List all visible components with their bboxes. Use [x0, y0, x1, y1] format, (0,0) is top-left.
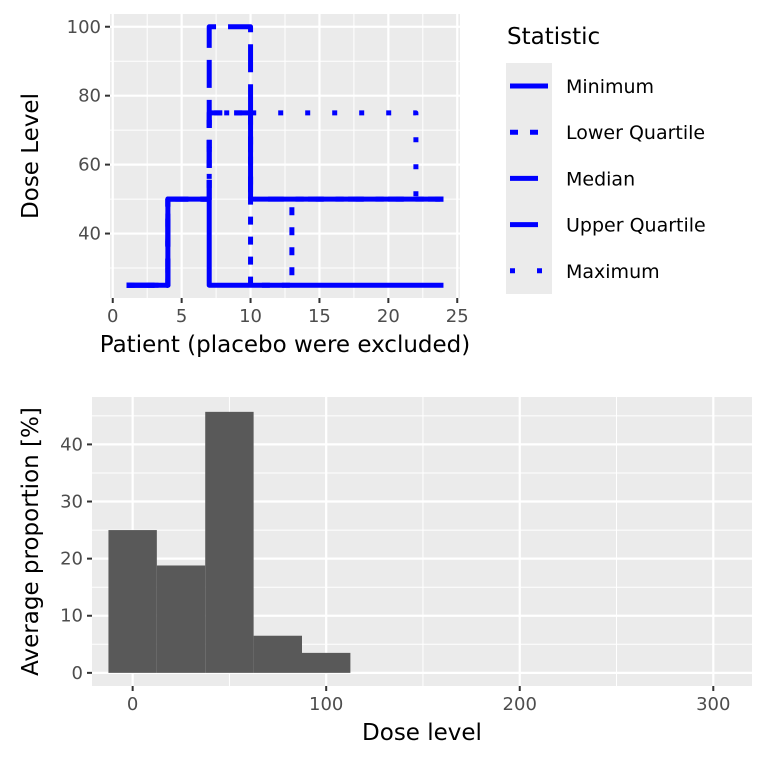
x-axis-title: Patient (placebo were excluded) [100, 332, 471, 358]
bar [253, 635, 302, 673]
y-tick-label: 10 [60, 606, 83, 627]
legend-label: Maximum [566, 261, 660, 283]
y-tick-label: 0 [72, 663, 83, 684]
legend-label: Upper Quartile [566, 215, 706, 237]
legend-label: Lower Quartile [566, 122, 705, 144]
y-tick-label: 40 [60, 434, 83, 455]
bar [205, 411, 254, 673]
x-tick-label: 10 [239, 306, 262, 327]
x-tick-label: 0 [127, 694, 138, 715]
x-tick-label: 20 [377, 306, 400, 327]
y-tick-label: 80 [78, 86, 101, 107]
x-tick-label: 25 [446, 306, 469, 327]
x-tick-label: 5 [176, 306, 187, 327]
y-tick-label: 20 [60, 549, 83, 570]
bar [156, 565, 206, 673]
x-tick-label: 15 [308, 306, 331, 327]
x-axis-title: Dose level [362, 720, 482, 746]
y-tick-label: 30 [60, 492, 83, 513]
y-axis-title: Dose Level [18, 93, 44, 219]
legend-label: Median [566, 168, 635, 190]
legend-title: Statistic [507, 24, 600, 50]
x-tick-label: 200 [503, 694, 537, 715]
legend-label: Minimum [566, 76, 654, 98]
x-tick-label: 100 [309, 694, 343, 715]
y-tick-label: 60 [78, 155, 101, 176]
y-tick-label: 100 [67, 17, 101, 38]
series-line-upper-quartile [126, 24, 444, 288]
y-tick-label: 40 [78, 224, 101, 245]
y-axis-title: Average proportion [%] [18, 407, 44, 676]
bar [302, 652, 351, 673]
bar [108, 530, 157, 673]
x-tick-label: 0 [107, 306, 118, 327]
x-tick-label: 300 [696, 694, 730, 715]
